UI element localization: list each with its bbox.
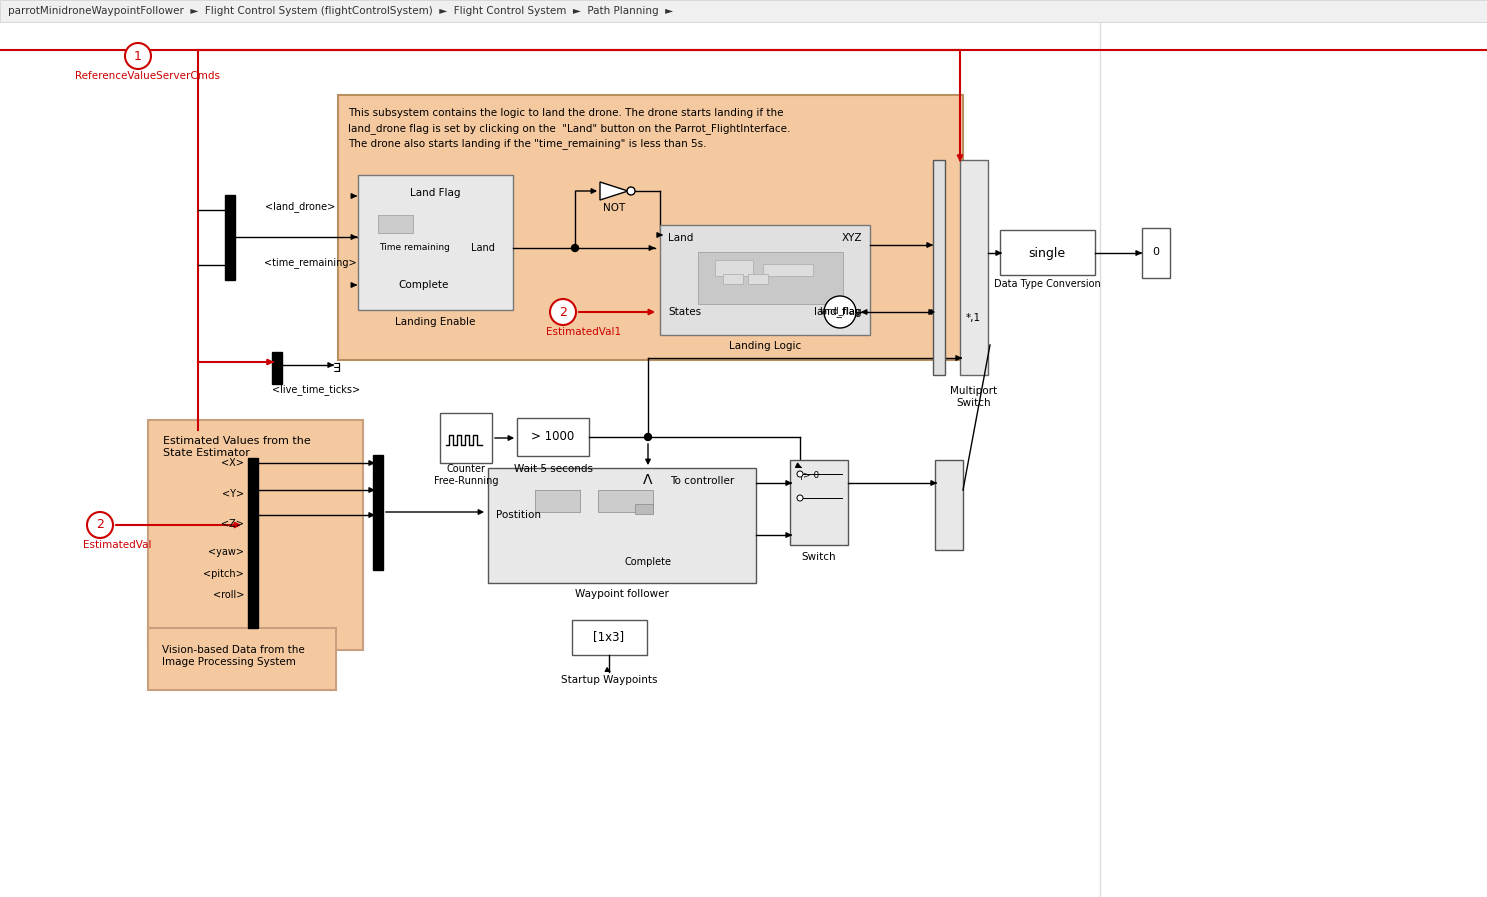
Text: <yaw>: <yaw> [208, 547, 244, 557]
Text: parrotMinidroneWaypointFollower  ►  Flight Control System (flightControlSystem) : parrotMinidroneWaypointFollower ► Flight… [7, 6, 674, 16]
Circle shape [550, 299, 575, 325]
Text: EstimatedVal: EstimatedVal [83, 540, 152, 550]
FancyBboxPatch shape [440, 413, 492, 463]
FancyBboxPatch shape [517, 418, 589, 456]
FancyBboxPatch shape [572, 620, 647, 655]
FancyBboxPatch shape [697, 252, 843, 304]
FancyBboxPatch shape [723, 274, 744, 284]
FancyBboxPatch shape [961, 160, 987, 375]
Text: NOT: NOT [602, 203, 625, 213]
Text: <Y>: <Y> [222, 489, 244, 499]
Circle shape [125, 43, 152, 69]
Text: |> 0: |> 0 [800, 472, 819, 481]
FancyBboxPatch shape [999, 230, 1094, 275]
Text: <land_drone>: <land_drone> [265, 202, 335, 213]
Circle shape [571, 245, 578, 251]
FancyBboxPatch shape [248, 458, 259, 628]
Text: Complete: Complete [625, 557, 672, 567]
Text: [1x3]: [1x3] [593, 631, 625, 643]
Text: <live_time_ticks>: <live_time_ticks> [272, 385, 360, 396]
FancyBboxPatch shape [358, 175, 513, 310]
Polygon shape [599, 182, 628, 200]
FancyBboxPatch shape [715, 260, 752, 276]
Text: Postition: Postition [497, 510, 541, 520]
FancyBboxPatch shape [373, 455, 384, 570]
FancyBboxPatch shape [149, 420, 363, 650]
Circle shape [797, 471, 803, 477]
Text: Vision-based Data from the
Image Processing System: Vision-based Data from the Image Process… [162, 645, 305, 666]
Text: Multiport
Switch: Multiport Switch [950, 387, 998, 408]
Text: <X>: <X> [222, 458, 244, 468]
Text: Time remaining: Time remaining [379, 243, 451, 252]
Text: <Z>: <Z> [222, 519, 244, 529]
FancyBboxPatch shape [763, 264, 813, 276]
Text: 0: 0 [1152, 247, 1160, 257]
Text: XYZ: XYZ [842, 233, 862, 243]
Text: ReferenceValueServerCmds: ReferenceValueServerCmds [74, 71, 220, 81]
Text: Λ: Λ [644, 473, 653, 487]
Text: <time_remaining>: <time_remaining> [263, 257, 357, 268]
Text: <pitch>: <pitch> [204, 569, 244, 579]
Text: Data Type Conversion: Data Type Conversion [993, 279, 1100, 289]
Text: ∃: ∃ [333, 361, 341, 375]
Text: Estimated Values from the
State Estimator: Estimated Values from the State Estimato… [164, 436, 311, 457]
FancyBboxPatch shape [935, 460, 964, 550]
FancyBboxPatch shape [660, 225, 870, 335]
FancyBboxPatch shape [225, 195, 235, 280]
FancyBboxPatch shape [338, 95, 964, 360]
Text: single: single [1029, 247, 1066, 259]
FancyBboxPatch shape [149, 628, 336, 690]
Text: Land: Land [668, 233, 693, 243]
Text: EstimatedVal1: EstimatedVal1 [546, 327, 622, 337]
Text: Landing Logic: Landing Logic [729, 341, 801, 351]
FancyBboxPatch shape [488, 468, 755, 583]
Text: Switch: Switch [801, 552, 836, 562]
Text: land_flag: land_flag [819, 308, 861, 317]
Text: To controller: To controller [671, 476, 735, 486]
FancyBboxPatch shape [0, 0, 1487, 22]
Text: Waypoint follower: Waypoint follower [575, 589, 669, 599]
Circle shape [628, 187, 635, 195]
Text: 2: 2 [97, 518, 104, 532]
Text: > 1000: > 1000 [531, 431, 574, 443]
Text: Complete: Complete [399, 280, 449, 290]
Circle shape [824, 296, 857, 328]
Circle shape [88, 512, 113, 538]
FancyBboxPatch shape [598, 490, 653, 512]
FancyBboxPatch shape [748, 274, 767, 284]
FancyBboxPatch shape [378, 215, 413, 233]
Text: Startup Waypoints: Startup Waypoints [561, 675, 657, 685]
Text: Counter
Free-Running: Counter Free-Running [434, 465, 498, 486]
Text: Land Flag: Land Flag [410, 188, 461, 198]
Circle shape [644, 433, 651, 440]
FancyBboxPatch shape [1142, 228, 1170, 278]
Text: *,1: *,1 [967, 313, 981, 323]
Text: Wait 5 seconds: Wait 5 seconds [513, 464, 592, 474]
Text: Landing Enable: Landing Enable [396, 317, 476, 327]
Text: land_flag: land_flag [815, 307, 862, 318]
Circle shape [797, 495, 803, 501]
Text: 1: 1 [134, 49, 141, 63]
FancyBboxPatch shape [635, 504, 653, 514]
Text: 2: 2 [559, 306, 567, 318]
FancyBboxPatch shape [272, 352, 283, 384]
Text: States: States [668, 307, 702, 317]
FancyBboxPatch shape [932, 160, 946, 375]
Text: <roll>: <roll> [213, 590, 244, 600]
FancyBboxPatch shape [790, 460, 848, 545]
FancyBboxPatch shape [1100, 22, 1487, 897]
FancyBboxPatch shape [535, 490, 580, 512]
Text: Land: Land [471, 243, 495, 253]
Text: This subsystem contains the logic to land the drone. The drone starts landing if: This subsystem contains the logic to lan… [348, 108, 791, 150]
